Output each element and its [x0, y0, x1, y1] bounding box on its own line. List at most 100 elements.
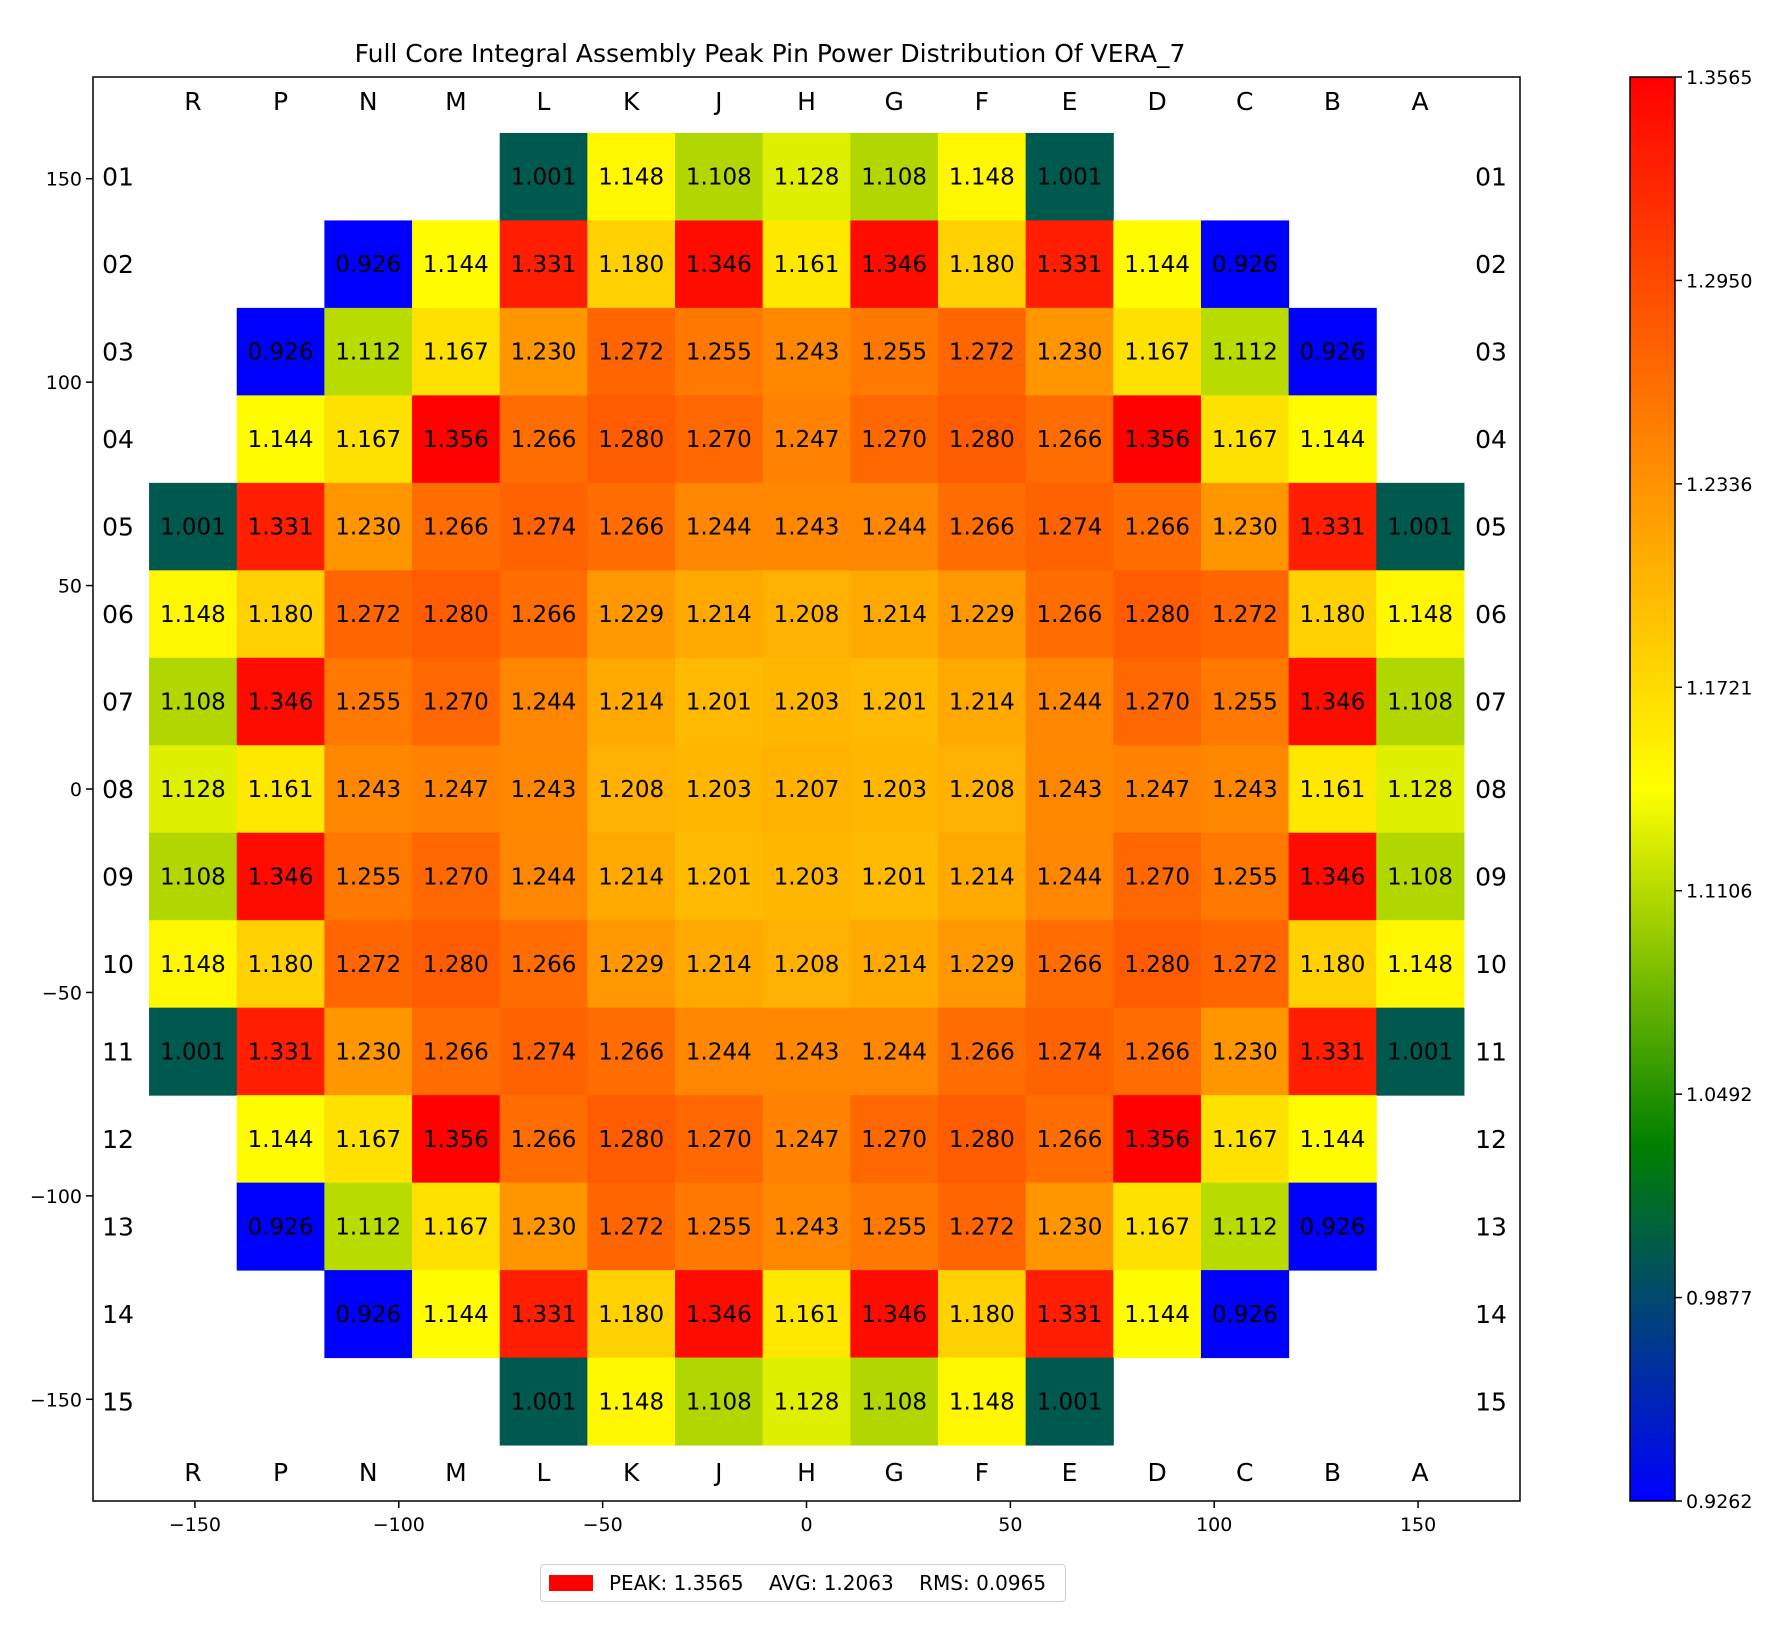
cell-value-label: 1.161 [248, 777, 314, 803]
cell-value-label: 1.270 [1124, 690, 1190, 716]
heatmap-cell [149, 482, 238, 571]
heatmap-cell [236, 307, 325, 396]
heatmap-cell [499, 307, 588, 396]
heatmap-cell [1025, 657, 1114, 746]
cell-value-label: 1.230 [335, 1039, 401, 1065]
heatmap-cell [587, 482, 676, 571]
heatmap-cell [324, 220, 413, 309]
cell-value-label: 1.180 [1300, 952, 1366, 978]
cell-value-label: 1.266 [511, 427, 577, 453]
cell-value-label: 1.243 [774, 340, 840, 366]
cell-value-label: 1.266 [949, 515, 1015, 541]
heatmap-cell [236, 570, 325, 659]
heatmap-cell [1376, 482, 1465, 571]
heatmap-cell [324, 1007, 413, 1096]
cell-value-label: 1.108 [686, 1389, 752, 1415]
x-tick-label: −150 [169, 1514, 221, 1536]
cell-value-label: 1.266 [598, 1039, 664, 1065]
row-label-right: 03 [1475, 338, 1507, 367]
row-label-right: 09 [1475, 862, 1507, 891]
cell-value-label: 1.274 [511, 1039, 577, 1065]
column-label-top: M [445, 87, 467, 116]
row-label-left: 15 [102, 1387, 134, 1416]
heatmap-cell [1376, 920, 1465, 1009]
heatmap-cell [762, 657, 851, 746]
cell-value-label: 1.203 [774, 690, 840, 716]
cell-value-label: 1.201 [686, 864, 752, 890]
cell-value-label: 1.167 [1212, 1127, 1278, 1153]
heatmap-cell [324, 920, 413, 1009]
cell-value-label: 1.331 [1037, 1302, 1103, 1328]
y-tick-label: −50 [42, 982, 82, 1004]
heatmap-cell [499, 1095, 588, 1184]
heatmap-cell [675, 1007, 764, 1096]
peak-label: PEAK: 1.3565 [609, 1571, 744, 1595]
heatmap-cell [1376, 657, 1465, 746]
heatmap-cell [587, 832, 676, 921]
heatmap-cell [1025, 920, 1114, 1009]
heatmap-cell [412, 307, 501, 396]
cell-value-label: 1.108 [160, 690, 226, 716]
heatmap-cell [675, 832, 764, 921]
heatmap-cell [850, 657, 939, 746]
cell-value-label: 1.356 [1124, 427, 1190, 453]
cell-value-label: 1.167 [423, 1214, 489, 1240]
heatmap-cell [762, 1095, 851, 1184]
row-label-right: 07 [1475, 688, 1507, 717]
column-label-bottom: E [1062, 1458, 1078, 1487]
cell-value-label: 1.243 [774, 1214, 840, 1240]
heatmap-cell [675, 920, 764, 1009]
heatmap-cells: 1.001 1.148 1.108 1.128 1.108 1.148 1.001 0.926… [149, 132, 1465, 1446]
heatmap-cell [1025, 570, 1114, 659]
cell-value-label: 1.208 [598, 777, 664, 803]
column-label-top: P [273, 87, 288, 116]
heatmap-cell [499, 220, 588, 309]
cell-value-label: 1.144 [1300, 1127, 1366, 1153]
heatmap-cell [675, 395, 764, 484]
cell-value-label: 1.266 [1037, 602, 1103, 628]
heatmap-cell [850, 570, 939, 659]
cell-value-label: 1.148 [598, 165, 664, 191]
heatmap-cell [937, 657, 1027, 746]
cell-value-label: 1.144 [423, 1302, 489, 1328]
cell-value-label: 1.214 [861, 952, 927, 978]
cell-value-label: 0.926 [1300, 1214, 1366, 1240]
cell-value-label: 1.148 [160, 952, 226, 978]
row-label-left: 10 [102, 950, 134, 979]
cell-value-label: 1.331 [1037, 252, 1103, 278]
column-label-top: A [1412, 87, 1429, 116]
cell-value-label: 1.244 [686, 1039, 752, 1065]
cell-value-label: 1.255 [1212, 690, 1278, 716]
cell-value-label: 1.230 [511, 1214, 577, 1240]
cell-value-label: 1.180 [598, 1302, 664, 1328]
heatmap-cell [412, 657, 501, 746]
cell-value-label: 1.180 [248, 952, 314, 978]
heatmap-cell [1376, 1007, 1465, 1096]
cell-value-label: 1.270 [423, 690, 489, 716]
heatmap-cell [937, 1095, 1027, 1184]
heatmap-cell [499, 745, 588, 834]
column-label-top: R [184, 87, 201, 116]
heatmap-cell [149, 745, 238, 834]
cell-value-label: 1.244 [1037, 864, 1103, 890]
heatmap-cell [762, 745, 851, 834]
heatmap-cell [236, 745, 325, 834]
cell-value-label: 1.144 [1124, 1302, 1190, 1328]
y-tick-label: 0 [70, 779, 82, 801]
heatmap-cell [762, 1182, 851, 1271]
cell-value-label: 1.180 [1300, 602, 1366, 628]
heatmap-cell [499, 1270, 588, 1359]
cell-value-label: 1.001 [1387, 515, 1453, 541]
row-label-left: 09 [102, 862, 134, 891]
heatmap-cell [675, 220, 764, 309]
cell-value-label: 1.270 [861, 427, 927, 453]
cell-value-label: 1.331 [1300, 1039, 1366, 1065]
heatmap-cell [236, 657, 325, 746]
cell-value-label: 1.108 [160, 864, 226, 890]
cell-value-label: 1.128 [774, 165, 840, 191]
heatmap-cell [675, 132, 764, 221]
heatmap-cell [499, 570, 588, 659]
cell-value-label: 1.272 [949, 1214, 1015, 1240]
heatmap-cell [1288, 745, 1377, 834]
cell-value-label: 1.001 [1387, 1039, 1453, 1065]
